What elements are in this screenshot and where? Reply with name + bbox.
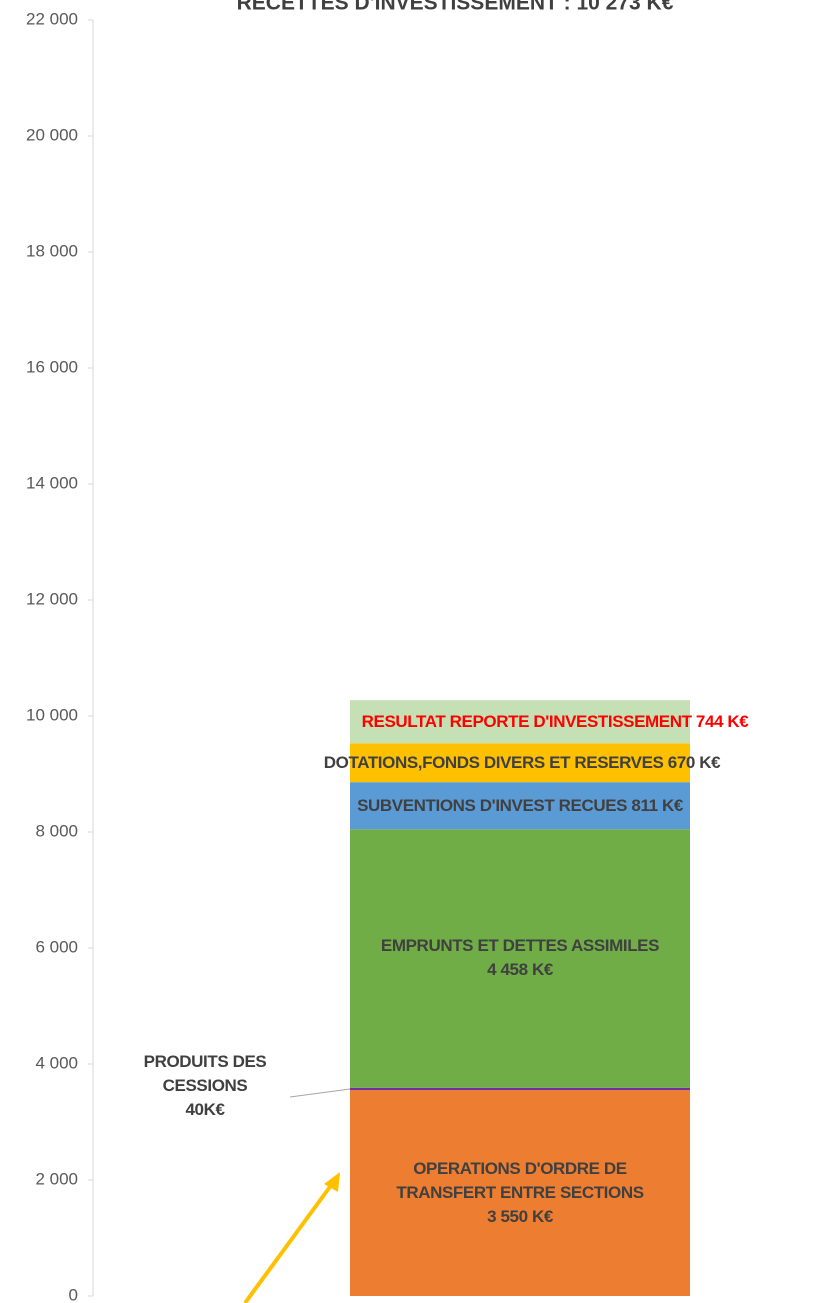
value-label: 4 458 K€ <box>487 960 553 980</box>
y-tick-label: 2 000 <box>35 1169 78 1188</box>
bar-segment <box>350 743 690 783</box>
y-tick-label: 18 000 <box>26 241 78 260</box>
y-tick-label: 8 000 <box>35 821 78 840</box>
value-label: 670 K€ <box>667 752 721 772</box>
data-label: DOTATIONS,FONDS DIVERS ET RESERVES 670 K… <box>323 751 721 775</box>
bar-segment <box>350 782 690 830</box>
series-name: SUBVENTIONS D'INVEST RECUES <box>357 795 628 815</box>
y-tick-label: 16 000 <box>26 357 78 376</box>
series-name: RESULTAT REPORTE D'INVESTISSEMENT <box>361 711 692 731</box>
bar-segment <box>350 1087 690 1091</box>
value-label: 40K€ <box>185 1100 225 1119</box>
data-label: RESULTAT REPORTE D'INVESTISSEMENT 744 K€ <box>362 710 749 734</box>
series-name: DOTATIONS,FONDS DIVERS ET RESERVES <box>323 752 664 772</box>
chart-title: RECETTES D'INVESTISSEMENT : 10 273 K€ <box>237 0 674 15</box>
arrow <box>243 1182 334 1303</box>
series-name: PRODUITS DES CESSIONS <box>143 1052 267 1095</box>
data-label: OPERATIONS D'ORDRE DE TRANSFERT ENTRE SE… <box>385 1157 655 1229</box>
data-label: PRODUITS DES CESSIONS 40K€ <box>110 1050 300 1122</box>
series-name: EMPRUNTS ET DETTES ASSIMILES <box>380 936 660 956</box>
y-tick-label: 12 000 <box>26 589 78 608</box>
value-label: 811 K€ <box>631 795 683 815</box>
leader-line <box>289 1088 351 1098</box>
y-tick-label: 20 000 <box>26 125 78 144</box>
value-label: 744 K€ <box>695 711 749 731</box>
bar-segment <box>350 700 690 744</box>
bar-segment <box>350 829 690 1088</box>
series-name: OPERATIONS D'ORDRE DE TRANSFERT ENTRE SE… <box>396 1159 644 1203</box>
data-label: EMPRUNTS ET DETTES ASSIMILES 4 458 K€ <box>380 934 660 982</box>
y-tick-label: 22 000 <box>26 9 78 28</box>
value-label: 3 550 K€ <box>487 1207 553 1227</box>
data-label: SUBVENTIONS D'INVEST RECUES 811 K€ <box>357 794 683 818</box>
arrow-head <box>324 1172 340 1192</box>
y-tick-label: 14 000 <box>26 473 78 492</box>
y-tick-label: 10 000 <box>26 705 78 724</box>
y-tick-label: 0 <box>69 1285 78 1303</box>
y-tick-label: 4 000 <box>35 1053 78 1072</box>
y-tick-label: 6 000 <box>35 937 78 956</box>
bar-segment <box>350 1090 690 1296</box>
